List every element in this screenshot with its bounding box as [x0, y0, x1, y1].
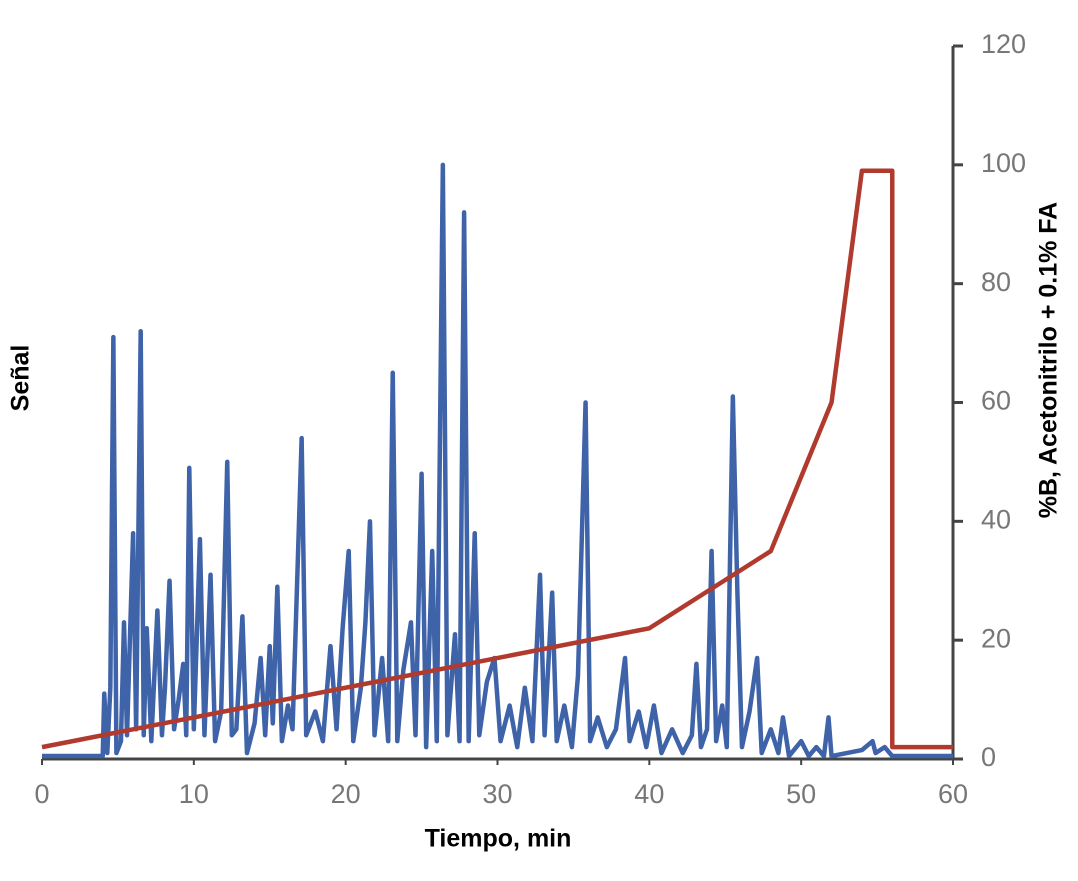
x-tick-label: 60 — [938, 779, 968, 809]
x-tick-label: 0 — [34, 779, 49, 809]
y2-axis-title: %B, Acetonitrilo + 0.1% FA — [1035, 202, 1063, 519]
x-tick-label: 40 — [634, 779, 664, 809]
series-line — [41, 168, 953, 750]
y2-tick-label: 120 — [981, 29, 1026, 59]
y-axis-title: Señal — [7, 345, 35, 412]
x-tick-label: 20 — [331, 779, 361, 809]
x-tick-label: 30 — [482, 779, 512, 809]
y2-tick-label: 40 — [981, 504, 1011, 534]
y2-tick-label: 20 — [981, 623, 1011, 653]
series-line — [42, 162, 953, 759]
x-axis-title: Tiempo, min — [425, 825, 572, 853]
x-tick-label: 50 — [786, 779, 816, 809]
x-tick-label: 10 — [179, 779, 209, 809]
y2-tick-label: 0 — [981, 742, 996, 772]
y2-tick-label: 80 — [981, 267, 1011, 297]
y2-tick-label: 100 — [981, 148, 1026, 178]
y2-tick-label: 60 — [981, 386, 1011, 416]
